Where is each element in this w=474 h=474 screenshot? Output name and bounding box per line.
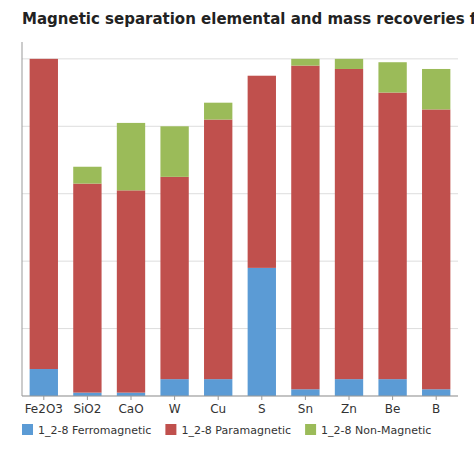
bar-segment — [291, 59, 319, 66]
bar-segment — [30, 58, 58, 59]
bar-segment — [422, 69, 450, 109]
x-tick-label: Be — [385, 402, 401, 416]
x-tick — [261, 396, 262, 400]
bar-segment — [30, 59, 58, 369]
legend: 1_2-8 Ferromagnetic 1_2-8 Paramagnetic 1_2… — [22, 424, 431, 437]
x-tick — [392, 396, 393, 400]
bar-segment — [335, 379, 363, 396]
legend-swatch — [22, 424, 33, 435]
grid-line — [22, 58, 458, 59]
chart-title: Magnetic separation elemental and mass r… — [22, 10, 474, 28]
legend-label: 1_2-8 Paramagnetic — [181, 424, 291, 437]
grid — [22, 59, 458, 396]
bar-segment — [73, 167, 101, 184]
chart-container: Magnetic separation elemental and mass r… — [0, 0, 474, 474]
bar-segment — [291, 66, 319, 390]
bar-segment — [117, 123, 145, 190]
bar-segment — [160, 379, 188, 396]
bars — [30, 59, 451, 396]
x-tick — [349, 396, 350, 400]
bar-segment — [378, 62, 406, 92]
bar-segment — [73, 393, 101, 396]
bar-segment — [204, 120, 232, 380]
bar-segment — [422, 389, 450, 396]
bar-segment — [160, 177, 188, 379]
x-tick — [87, 396, 88, 400]
legend-item: 1_2-8 Paramagnetic — [165, 424, 291, 437]
legend-item: 1_2-8 Ferromagnetic — [22, 424, 151, 437]
bar-segment — [248, 76, 276, 268]
chart-svg: Magnetic separation elemental and mass r… — [0, 0, 474, 474]
x-tick-label: CaO — [118, 402, 143, 416]
x-tick — [43, 396, 44, 400]
legend-swatch — [165, 424, 176, 435]
bar-segment — [117, 190, 145, 392]
x-tick-label: SiO2 — [73, 402, 101, 416]
x-tick-label: Fe2O3 — [25, 402, 63, 416]
x-tick — [174, 396, 175, 400]
bar-segment — [73, 184, 101, 393]
bar-segment — [204, 379, 232, 396]
x-tick-label: Zn — [341, 402, 357, 416]
bar-segment — [160, 126, 188, 177]
bar-segment — [248, 75, 276, 76]
bar-segment — [204, 103, 232, 120]
legend-item: 1_2-8 Non-Magnetic — [305, 424, 431, 437]
x-tick — [218, 396, 219, 400]
bar-segment — [291, 389, 319, 396]
bar-segment — [248, 268, 276, 396]
legend-label: 1_2-8 Ferromagnetic — [38, 424, 151, 437]
legend-swatch — [305, 424, 316, 435]
bar-segment — [378, 379, 406, 396]
x-tick — [131, 396, 132, 400]
bar-segment — [117, 393, 145, 396]
x-tick-label: W — [169, 402, 181, 416]
bar-segment — [30, 369, 58, 396]
x-tick-label: S — [258, 402, 266, 416]
x-tick-label: Cu — [210, 402, 226, 416]
x-tick-label: B — [432, 402, 440, 416]
bar-segment — [378, 93, 406, 380]
y-axis-line — [22, 42, 23, 396]
bar-segment — [335, 69, 363, 379]
x-tick-label: Sn — [298, 402, 313, 416]
bar-segment — [335, 59, 363, 69]
bar-segment — [422, 109, 450, 389]
x-tick — [436, 396, 437, 400]
x-tick — [305, 396, 306, 400]
legend-label: 1_2-8 Non-Magnetic — [321, 424, 431, 437]
